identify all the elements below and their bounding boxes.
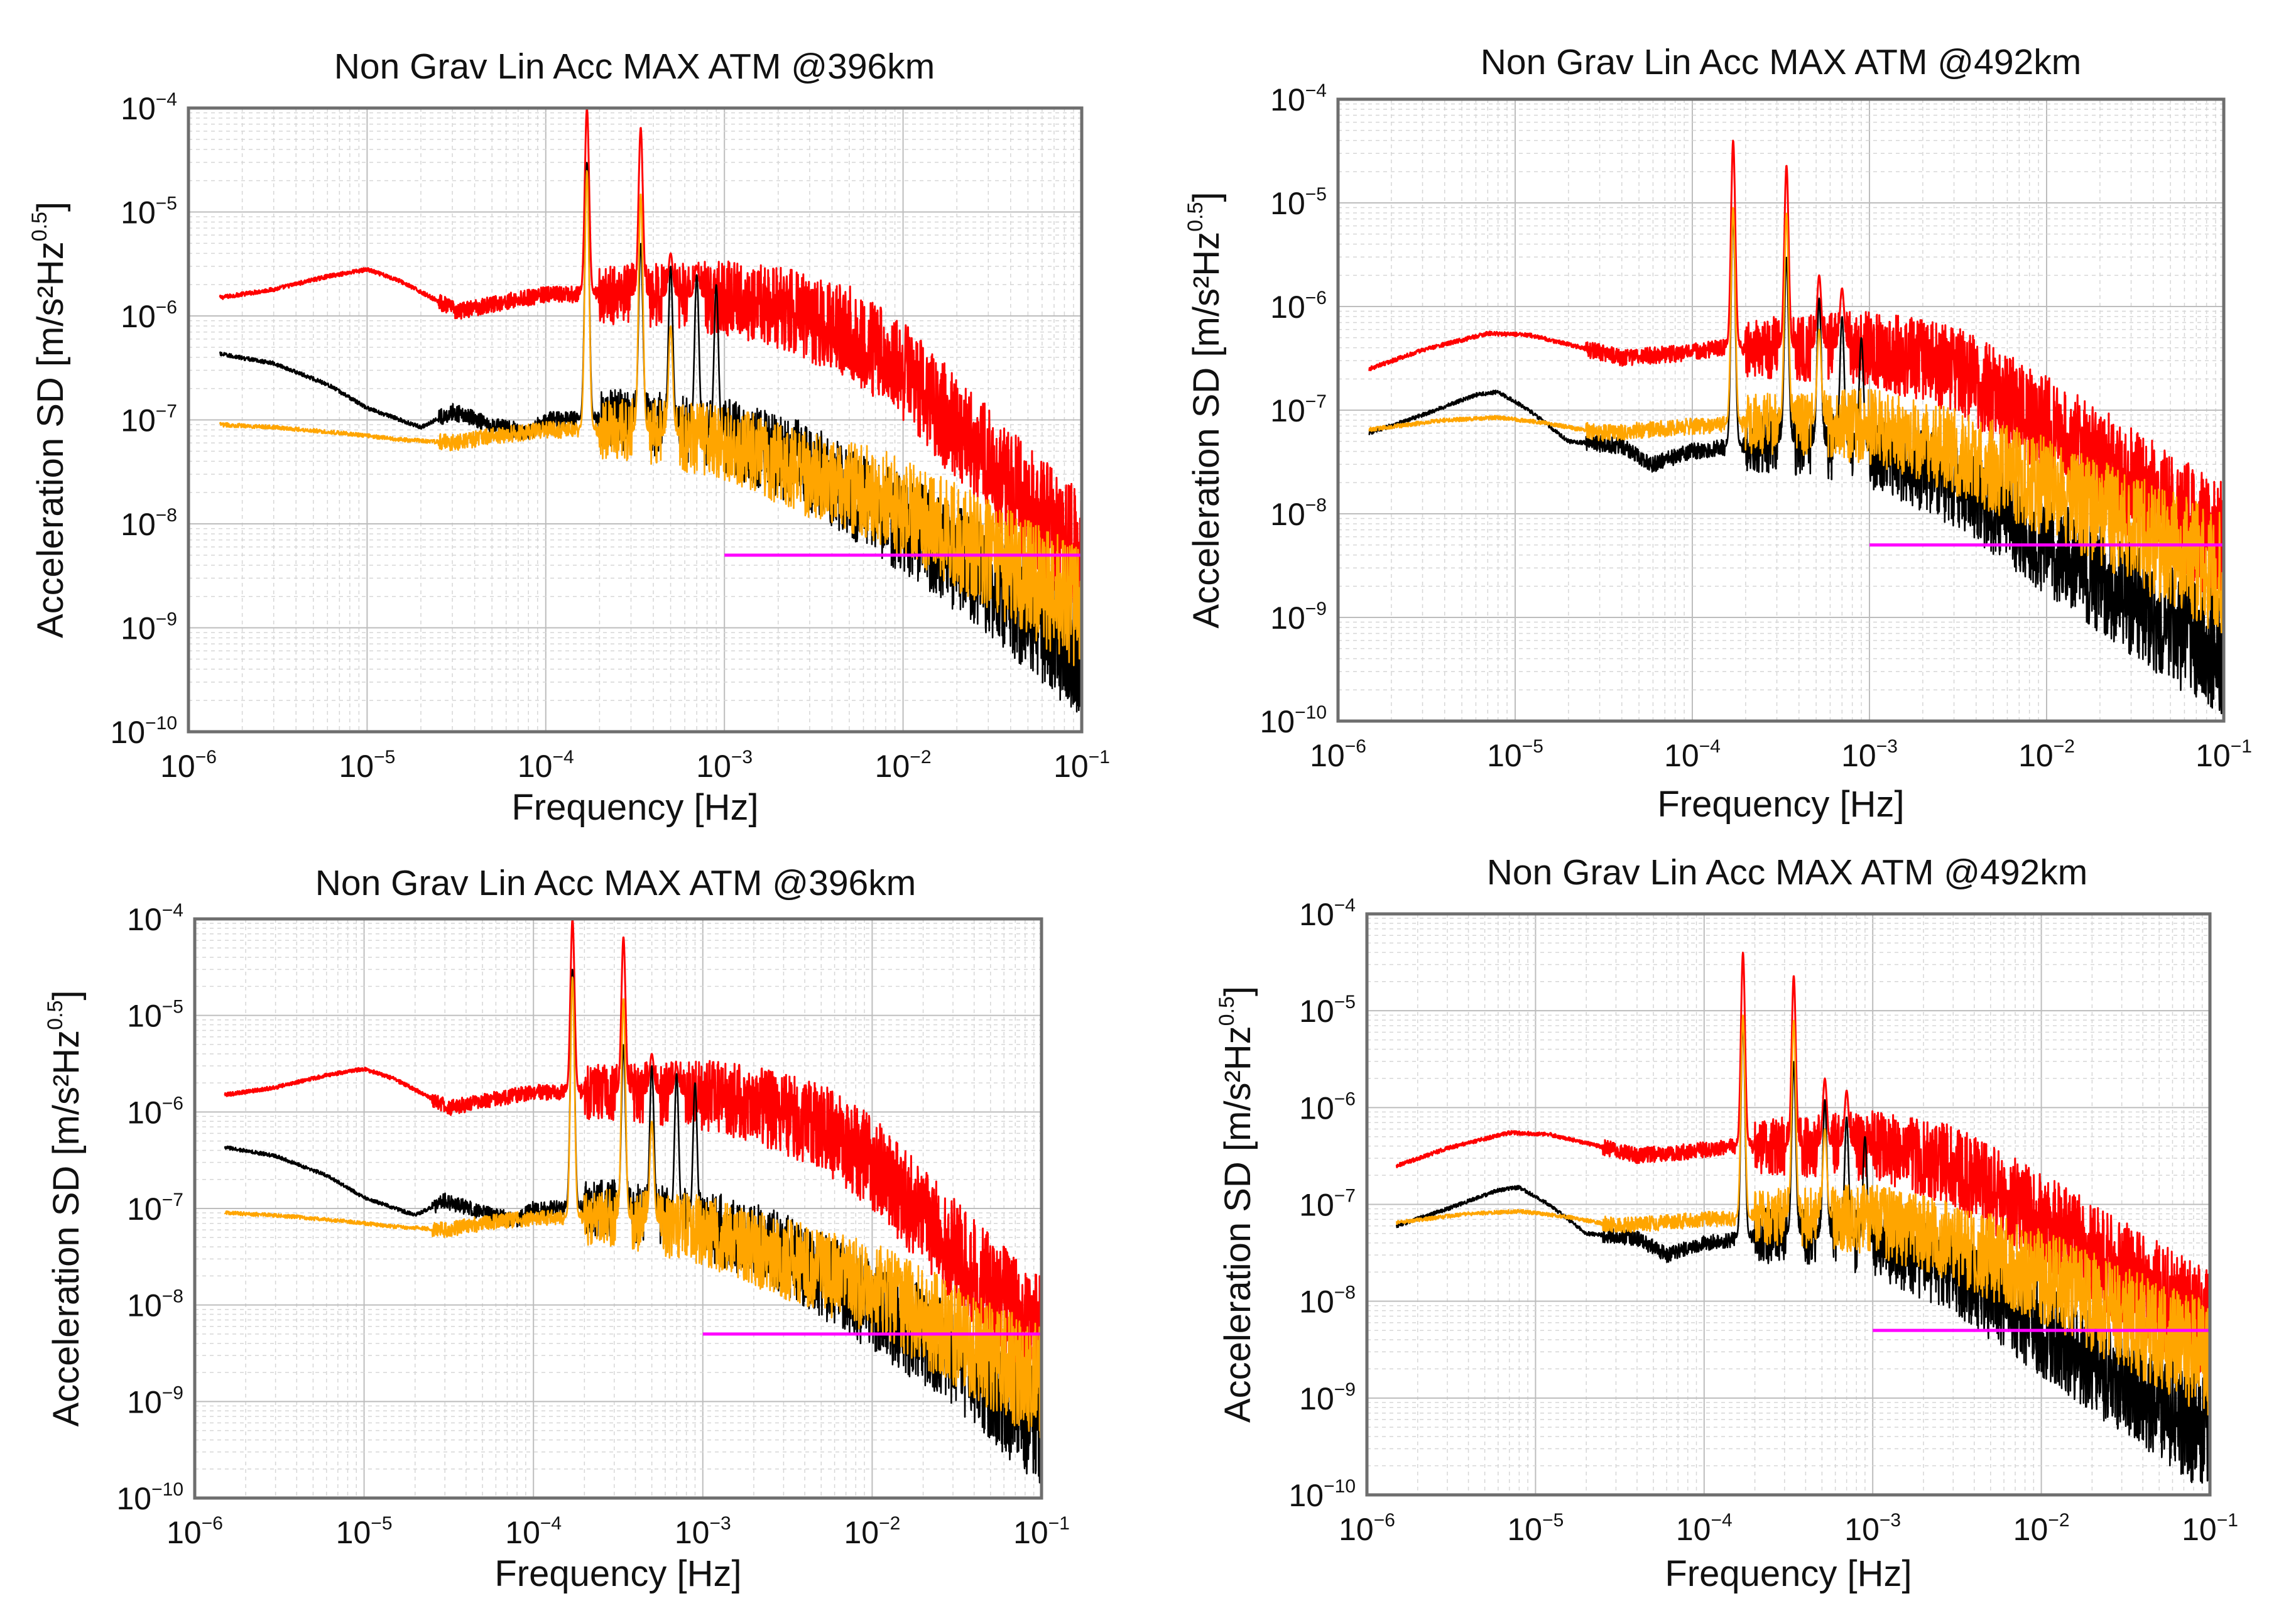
- chart-panel-1: 10−6 10−5 10−4 10−3 10−2 10−1 10−10 10−9 10−8 10−…: [28, 46, 1110, 828]
- series-red-line: [1395, 952, 2210, 1387]
- plot-frame: [1365, 912, 2212, 1497]
- x-tick-label: 10−3: [1841, 736, 1898, 773]
- series-red-line: [219, 108, 1082, 612]
- plot-frame: [193, 917, 1043, 1500]
- x-tick-label: 10−6: [160, 747, 217, 784]
- y-tick-label: 10−8: [127, 1286, 183, 1323]
- y-tick-label: 10−7: [1299, 1186, 1356, 1223]
- y-tick-label: 10−10: [1260, 702, 1327, 739]
- x-tick-label: 10−4: [518, 747, 574, 784]
- series-orange-line: [1396, 1014, 2210, 1416]
- x-tick-label: 10−2: [844, 1513, 900, 1550]
- x-tick-label: 10−3: [696, 747, 753, 784]
- y-tick-label: 10−9: [127, 1382, 183, 1420]
- y-tick-label: 10−10: [116, 1479, 183, 1516]
- y-tick-label: 10−4: [121, 89, 177, 126]
- y-tick-label: 10−6: [121, 297, 177, 334]
- series-orange-line: [219, 170, 1082, 671]
- series-group: [224, 919, 1042, 1484]
- x-tick-label: 10−2: [875, 747, 932, 784]
- x-tick-label: 10−2: [2013, 1510, 2070, 1547]
- y-tick-label: 10−5: [121, 193, 177, 231]
- series-orange-line: [1368, 207, 2224, 634]
- chart-title: Non Grav Lin Acc MAX ATM @396km: [315, 863, 916, 903]
- x-tick-label: 10−1: [1013, 1513, 1070, 1550]
- y-tick-label: 10−9: [1299, 1379, 1356, 1416]
- y-axis-label: Acceleration SD [m/s²Hz0.5]: [43, 990, 87, 1426]
- y-tick-label: 10−10: [1288, 1476, 1356, 1513]
- y-tick-label: 10−6: [1299, 1089, 1356, 1126]
- x-tick-label: 10−3: [675, 1513, 731, 1550]
- chart-title: Non Grav Lin Acc MAX ATM @492km: [1481, 42, 2081, 82]
- chart-panel-4: 10−6 10−5 10−4 10−3 10−2 10−1 10−10 10−9 10−8 10−…: [1215, 852, 2238, 1594]
- plot-frame: [187, 106, 1084, 734]
- chart-title: Non Grav Lin Acc MAX ATM @492km: [1487, 852, 2087, 893]
- chart-panel-2: 10−6 10−5 10−4 10−3 10−2 10−1 10−10 10−9 10−8 10−…: [1183, 42, 2252, 825]
- y-tick-label: 10−4: [1299, 895, 1356, 932]
- y-axis-label: Acceleration SD [m/s²Hz0.5]: [1215, 986, 1258, 1423]
- x-axis-label: Frequency [Hz]: [1665, 1553, 1912, 1594]
- x-axis-label: Frequency [Hz]: [1657, 784, 1904, 825]
- x-tick-label: 10−3: [1844, 1510, 1901, 1547]
- x-axis-label: Frequency [Hz]: [494, 1553, 741, 1594]
- chart-title: Non Grav Lin Acc MAX ATM @396km: [334, 46, 935, 87]
- x-tick-label: 10−5: [336, 1513, 393, 1550]
- series-black-line: [1396, 1019, 2210, 1489]
- y-tick-label: 10−8: [1270, 495, 1327, 532]
- x-tick-label: 10−6: [166, 1513, 223, 1550]
- x-tick-label: 10−6: [1339, 1510, 1395, 1547]
- series-group: [1395, 952, 2210, 1489]
- y-tick-label: 10−6: [127, 1093, 183, 1130]
- y-axis-label: Acceleration SD [m/s²Hz0.5]: [1183, 192, 1227, 628]
- x-tick-label: 10−5: [339, 747, 395, 784]
- y-tick-label: 10−7: [1270, 391, 1327, 428]
- x-tick-label: 10−4: [505, 1513, 562, 1550]
- y-tick-label: 10−8: [1299, 1283, 1356, 1320]
- series-orange-line: [224, 976, 1042, 1438]
- x-tick-label: 10−1: [2182, 1510, 2238, 1547]
- series-group: [219, 108, 1082, 713]
- plot-frame: [1336, 97, 2226, 723]
- x-tick-label: 10−1: [1053, 747, 1110, 784]
- series-red-line: [224, 919, 1042, 1391]
- x-tick-label: 10−6: [1310, 736, 1366, 773]
- x-tick-label: 10−4: [1664, 736, 1721, 773]
- y-tick-label: 10−7: [121, 401, 177, 438]
- x-tick-label: 10−1: [2195, 736, 2252, 773]
- y-tick-label: 10−4: [1270, 80, 1327, 117]
- y-tick-label: 10−5: [1270, 184, 1327, 221]
- y-tick-label: 10−6: [1270, 288, 1327, 325]
- y-tick-label: 10−7: [127, 1190, 183, 1227]
- y-tick-label: 10−9: [1270, 599, 1327, 636]
- y-tick-label: 10−4: [127, 900, 183, 937]
- y-tick-label: 10−5: [1299, 992, 1356, 1029]
- x-tick-label: 10−5: [1507, 1510, 1564, 1547]
- chart-panel-3: 10−6 10−5 10−4 10−3 10−2 10−1 10−10 10−9 10−8 10−…: [43, 863, 1070, 1594]
- series-group: [1368, 139, 2224, 715]
- x-axis-label: Frequency [Hz]: [511, 787, 758, 828]
- x-tick-label: 10−2: [2018, 736, 2075, 773]
- x-tick-label: 10−4: [1676, 1510, 1733, 1547]
- y-tick-label: 10−8: [121, 505, 177, 542]
- x-tick-label: 10−5: [1487, 736, 1543, 773]
- y-axis-label: Acceleration SD [m/s²Hz0.5]: [28, 202, 71, 638]
- y-tick-label: 10−9: [121, 609, 177, 646]
- y-tick-label: 10−5: [127, 997, 183, 1034]
- y-tick-label: 10−10: [110, 713, 177, 750]
